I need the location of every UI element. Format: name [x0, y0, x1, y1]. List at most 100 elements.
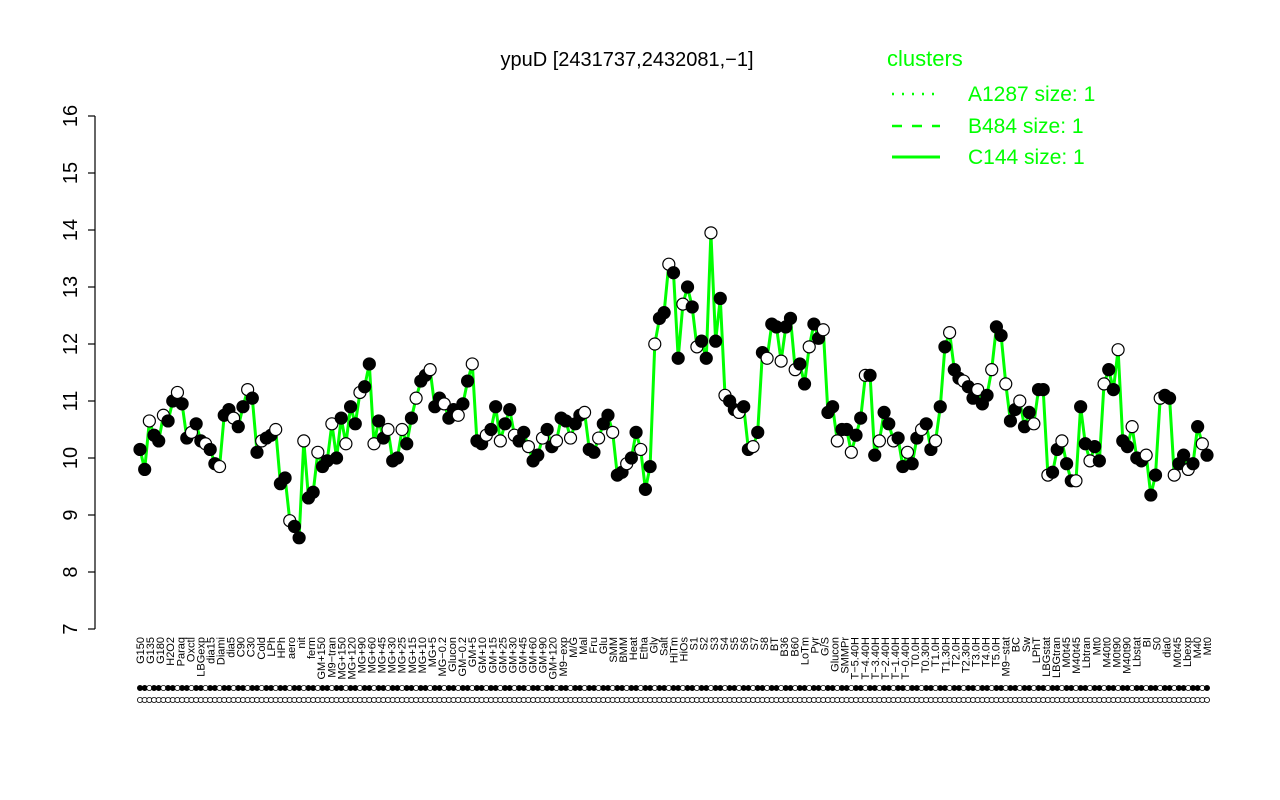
- data-point: [170, 385, 185, 400]
- x-tick-label: M0t45: [1172, 637, 1184, 668]
- x-tick-label: Etha: [638, 636, 650, 660]
- data-point: [737, 400, 751, 414]
- data-point: [161, 414, 175, 428]
- legend-entry-b484: B484 size: 1: [968, 115, 1084, 138]
- x-tick-label: S6: [739, 637, 751, 650]
- y-tick-label: 14: [60, 219, 82, 241]
- x-tick-label: G150: [135, 637, 147, 664]
- x-tick-label: LoTm: [799, 637, 811, 665]
- data-point: [634, 442, 648, 457]
- data-point: [400, 437, 414, 451]
- data-point: [287, 519, 302, 534]
- x-tick-label: M40t0: [1101, 637, 1113, 668]
- data-point: [971, 383, 985, 397]
- data-point: [802, 340, 816, 354]
- data-point: [1045, 465, 1060, 479]
- x-tick-label: BMM: [618, 637, 630, 663]
- data-point: [648, 337, 662, 351]
- x-tick-label: LPh: [266, 637, 278, 657]
- x-tick-label: dia5: [226, 637, 238, 658]
- data-point: [587, 445, 601, 459]
- y-tick-label: 9: [60, 509, 82, 520]
- data-point: [329, 451, 344, 465]
- data-point: [624, 451, 638, 465]
- data-point: [517, 425, 531, 439]
- x-tick-label: GM−0.2: [457, 637, 469, 676]
- data-point: [751, 425, 765, 439]
- x-tick-label: M/G: [568, 637, 580, 658]
- x-tick-label: BT: [769, 637, 781, 651]
- data-point: [390, 451, 404, 465]
- series-layer: [133, 226, 1214, 545]
- x-tick-label: S2: [699, 637, 711, 650]
- x-tick-label: T−0.40H: [900, 637, 912, 680]
- data-point: [577, 405, 592, 419]
- data-point: [816, 323, 830, 337]
- data-point: [437, 397, 451, 411]
- x-tick-label: dia15: [205, 637, 217, 664]
- x-tick-label: LBGstat: [1041, 637, 1053, 677]
- x-tick-label: Glucon: [447, 637, 459, 672]
- data-point: [1111, 343, 1125, 357]
- x-tick-label: HPh: [276, 637, 288, 658]
- y-axis: 7 8 9 10 11 12 13 14 15 16: [60, 105, 96, 635]
- data-point: [657, 306, 671, 320]
- x-tick-label: GM+5: [467, 637, 479, 667]
- x-tick-label: G/S: [819, 637, 831, 656]
- data-point: [278, 471, 292, 485]
- x-tick-label: MG+30: [387, 637, 399, 673]
- data-point: [245, 391, 259, 405]
- x-tick-label: aero: [286, 637, 298, 659]
- y-tick-label: 16: [60, 105, 82, 127]
- data-point: [760, 351, 774, 365]
- data-point: [1148, 468, 1163, 482]
- data-point: [1191, 420, 1205, 434]
- data-point: [928, 434, 943, 448]
- x-tick-label: Heat: [628, 637, 640, 660]
- legend-entry-a1287: A1287 size: 1: [968, 83, 1095, 106]
- x-tick-label: MG−0.2: [437, 637, 449, 676]
- x-tick-label: G180: [155, 637, 167, 664]
- data-point: [1144, 488, 1158, 502]
- data-point: [348, 417, 362, 431]
- x-tick-label: GM+60: [528, 637, 540, 673]
- x-tick-label: Glu: [598, 637, 610, 654]
- x-tick-label: MG+150: [336, 637, 348, 680]
- x-tick-label: GM+30: [507, 637, 519, 673]
- data-point: [189, 417, 203, 431]
- data-point: [999, 377, 1013, 391]
- data-point: [638, 482, 653, 496]
- x-tick-label: Sw: [1021, 637, 1033, 652]
- data-point: [1139, 448, 1153, 462]
- data-point: [919, 417, 933, 431]
- x-tick-label: S5: [729, 637, 741, 650]
- x-tick-label: Diami: [216, 637, 228, 665]
- data-point: [231, 420, 245, 434]
- data-point: [460, 374, 475, 388]
- data-point: [563, 431, 578, 445]
- x-tick-label: M0t45: [1061, 637, 1073, 668]
- data-point: [493, 434, 507, 448]
- x-tick-label: nit: [296, 637, 308, 649]
- data-point: [1177, 448, 1191, 462]
- x-tick-label: G135: [145, 637, 157, 664]
- x-tick-label: S0: [1152, 637, 1164, 650]
- data-point: [826, 400, 840, 414]
- x-tick-label: Mal: [578, 637, 590, 655]
- data-point: [549, 434, 564, 448]
- data-point: [699, 351, 713, 365]
- x-tick-label: Pyr: [809, 637, 821, 654]
- x-tick-label: Cold: [256, 637, 268, 660]
- x-tick-label: LBGexp: [195, 637, 207, 677]
- x-tick-label: T−4.40H: [860, 637, 872, 680]
- data-point: [643, 459, 657, 474]
- data-point: [1200, 448, 1214, 462]
- data-point: [1027, 417, 1041, 431]
- data-point: [877, 405, 891, 419]
- data-point: [807, 317, 821, 331]
- y-tick-label: 15: [60, 162, 82, 184]
- data-point: [680, 280, 695, 294]
- data-point: [1186, 457, 1200, 471]
- data-point: [1074, 400, 1088, 414]
